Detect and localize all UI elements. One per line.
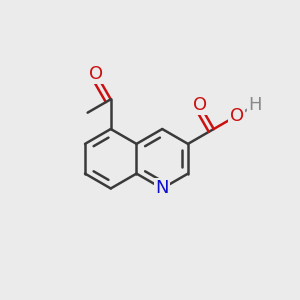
Text: N: N (155, 179, 169, 197)
Text: O: O (230, 106, 244, 124)
Text: O: O (193, 96, 207, 114)
Text: H: H (248, 96, 262, 114)
Text: O: O (89, 64, 103, 82)
